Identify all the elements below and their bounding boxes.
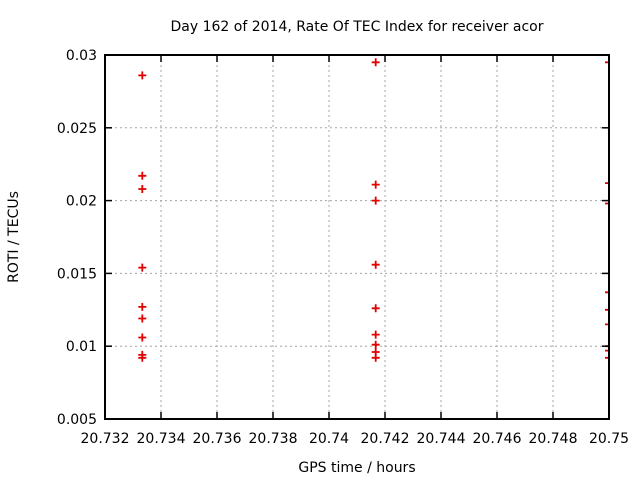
data-point-marker [138,302,147,311]
data-points-layer [138,58,609,362]
x-tick-label: 20.744 [417,431,466,447]
axis-ticks-layer [104,54,610,420]
data-point-marker [371,196,380,205]
plot-border [104,54,610,420]
x-tick-label: 20.746 [473,431,522,447]
data-point-marker [605,305,609,314]
data-point-marker [605,353,609,362]
data-point-marker [371,58,380,67]
y-tick-label: 0.005 [57,412,97,428]
data-point-marker [138,333,147,342]
grid-layer [105,55,609,419]
data-point-marker [371,260,380,269]
data-point-marker [138,263,147,272]
y-tick-label: 0.02 [66,194,97,210]
data-point-marker [138,185,147,193]
y-axis-label: ROTI / TECUs [6,191,22,283]
x-tick-label: 20.736 [193,431,242,447]
x-tick-label: 20.738 [249,431,298,447]
y-tick-label: 0.025 [57,121,97,137]
data-point-marker [138,353,147,362]
data-point-marker [605,346,609,355]
data-point-marker [605,58,609,67]
chart-title: Day 162 of 2014, Rate Of TEC Index for r… [171,19,544,35]
x-axis-label: GPS time / hours [298,460,415,476]
x-tick-label: 20.74 [309,431,349,447]
data-point-marker [605,199,609,208]
data-point-marker [138,314,147,323]
data-point-marker [371,353,380,362]
x-tick-label: 20.75 [589,431,629,447]
x-tick-label: 20.734 [137,431,186,447]
y-tick-label: 0.015 [57,266,97,282]
data-point-marker [605,320,609,329]
data-point-marker [371,180,380,189]
y-tick-label: 0.01 [66,339,97,355]
data-point-marker [138,171,147,180]
data-point-marker [605,288,609,297]
data-point-marker [605,179,609,188]
x-tick-label: 20.748 [529,431,578,447]
data-point-marker [371,340,380,349]
data-point-marker [371,330,380,339]
tick-labels-layer: 20.732 20.734 20.736 20.738 20.74 20.742 20.74… [57,48,629,447]
x-tick-label: 20.742 [361,431,410,447]
x-tick-label: 20.732 [81,431,130,447]
data-point-marker [138,71,147,80]
y-tick-label: 0.03 [66,48,97,64]
data-point-marker [371,304,380,313]
